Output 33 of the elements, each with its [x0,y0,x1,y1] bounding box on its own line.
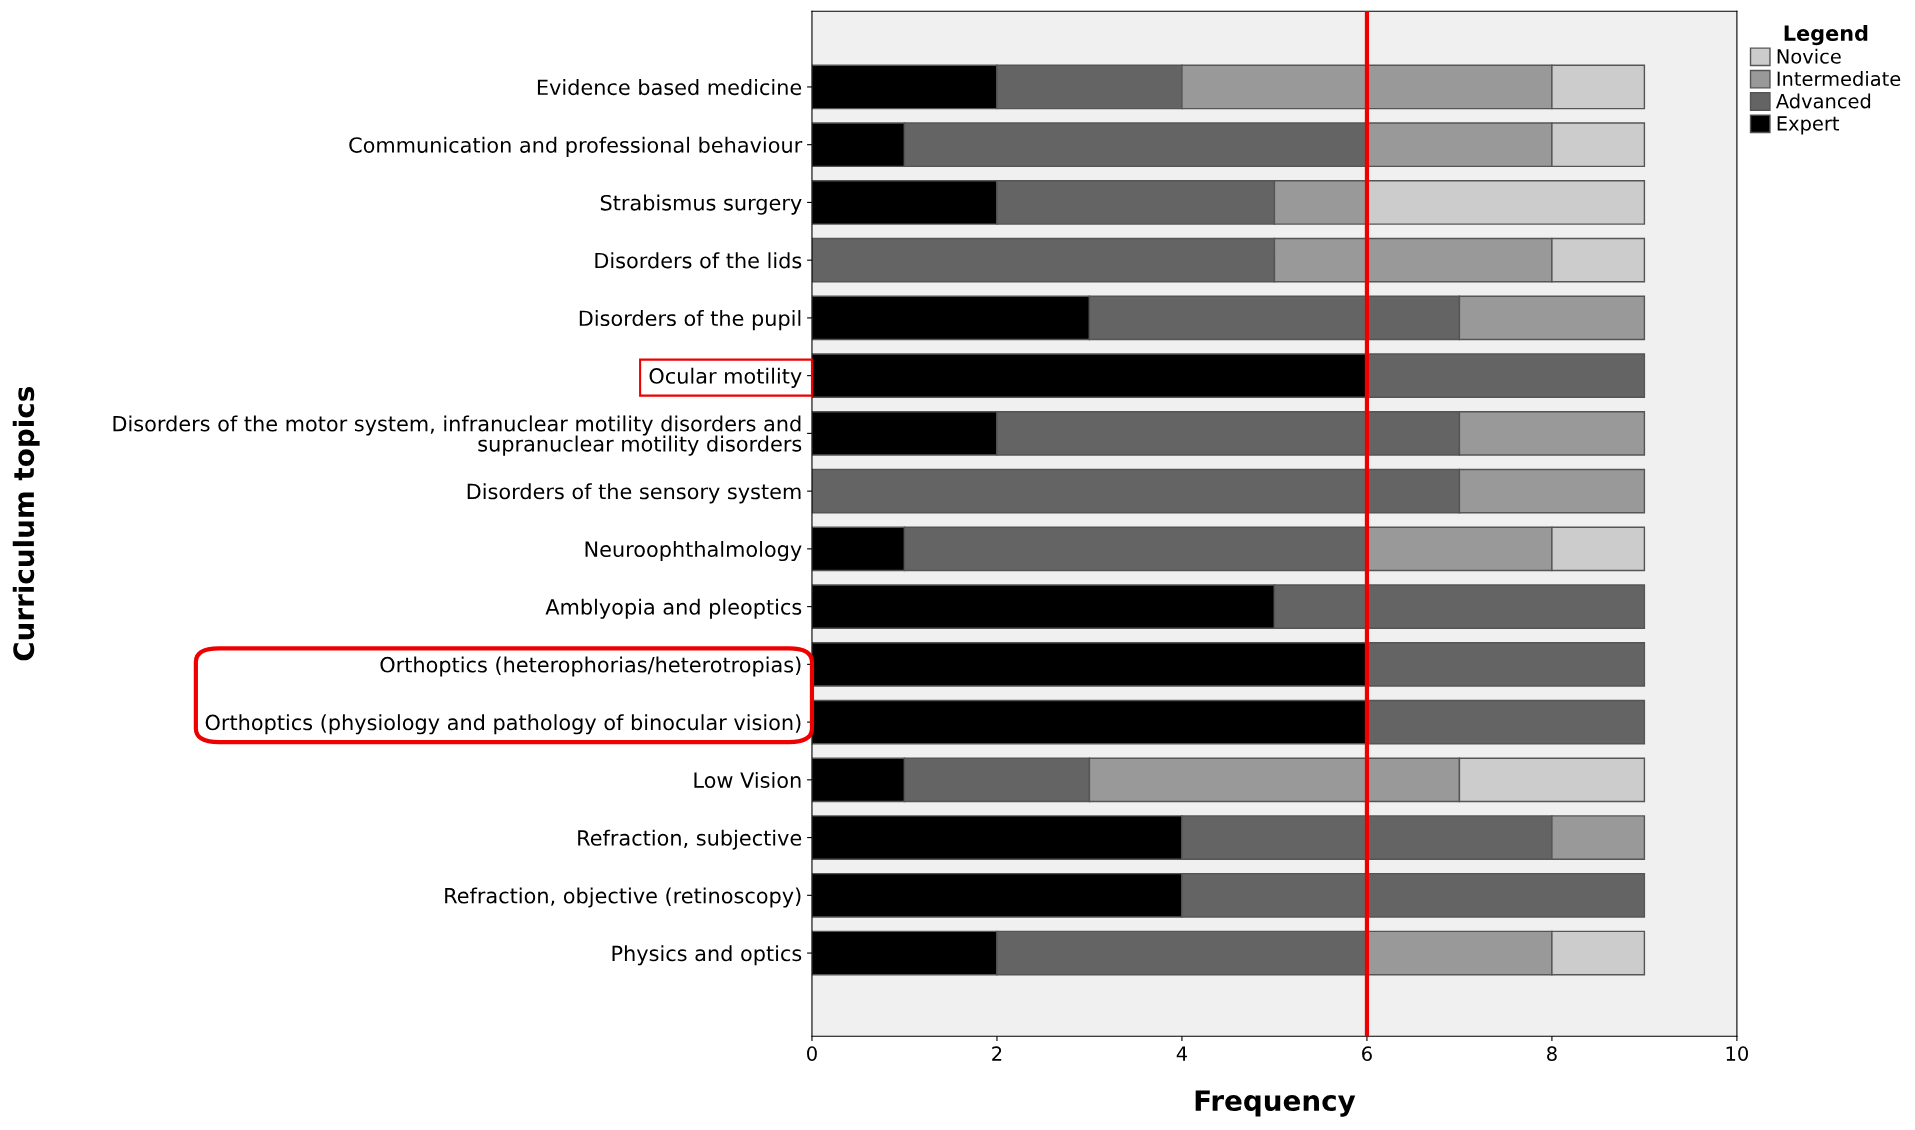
y-tick-label: Refraction, objective (retinoscopy) [445,887,801,908]
y-tick-label: Neuroophthalmology [585,540,802,562]
legend-label: Expert [1777,116,1840,135]
y-tick-label: Orthoptics (physiology and pathology of binocular vision) [205,714,801,735]
x-tick-label: 0 [807,1046,817,1061]
x-tick-label: 4 [1176,1046,1188,1061]
legend-label: Intermediate [1777,71,1901,87]
y-tick-label: Disorders of the sensory system [467,483,801,504]
legend-title: Legend [1784,24,1868,46]
y-tick-label: Low Vision [694,771,801,789]
y-tick-label: Physics and optics [612,945,802,966]
y-tick-label: Amblyopia and pleoptics [545,598,802,619]
x-tick-label: 2 [992,1046,1002,1061]
x-axis-title: Frequency [1195,1090,1356,1117]
bar [1366,642,1646,687]
legend-label: Advanced [1775,93,1871,109]
y-tick-label: Disorders of the motor system, infranuclear motility disorders and supranuclear motility disorders [113,415,802,456]
x-tick-label: 10 [1726,1046,1748,1061]
y-tick-label: Ocular motility [649,367,802,388]
y-tick-label: Disorders of the pupil [579,309,801,331]
bar [1366,180,1646,225]
y-tick-label: Communication and professional behaviour [349,136,803,157]
x-tick-label: 8 [1547,1046,1557,1061]
bar [1366,353,1646,398]
legend-label: Novice [1777,48,1841,64]
y-axis-title: Curriculum topics [12,387,40,661]
y-tick-label: Disorders of the lids [595,252,802,269]
y-tick-label: Strabismus surgery [600,194,802,215]
y-tick-label: Orthoptics (heterophorias/heterotropias) [380,656,801,677]
y-tick-label: Evidence based medicine [537,79,802,96]
x-tick-label: 6 [1362,1046,1372,1061]
y-tick-label: Refraction, subjective [578,829,802,850]
bar [1366,699,1646,745]
